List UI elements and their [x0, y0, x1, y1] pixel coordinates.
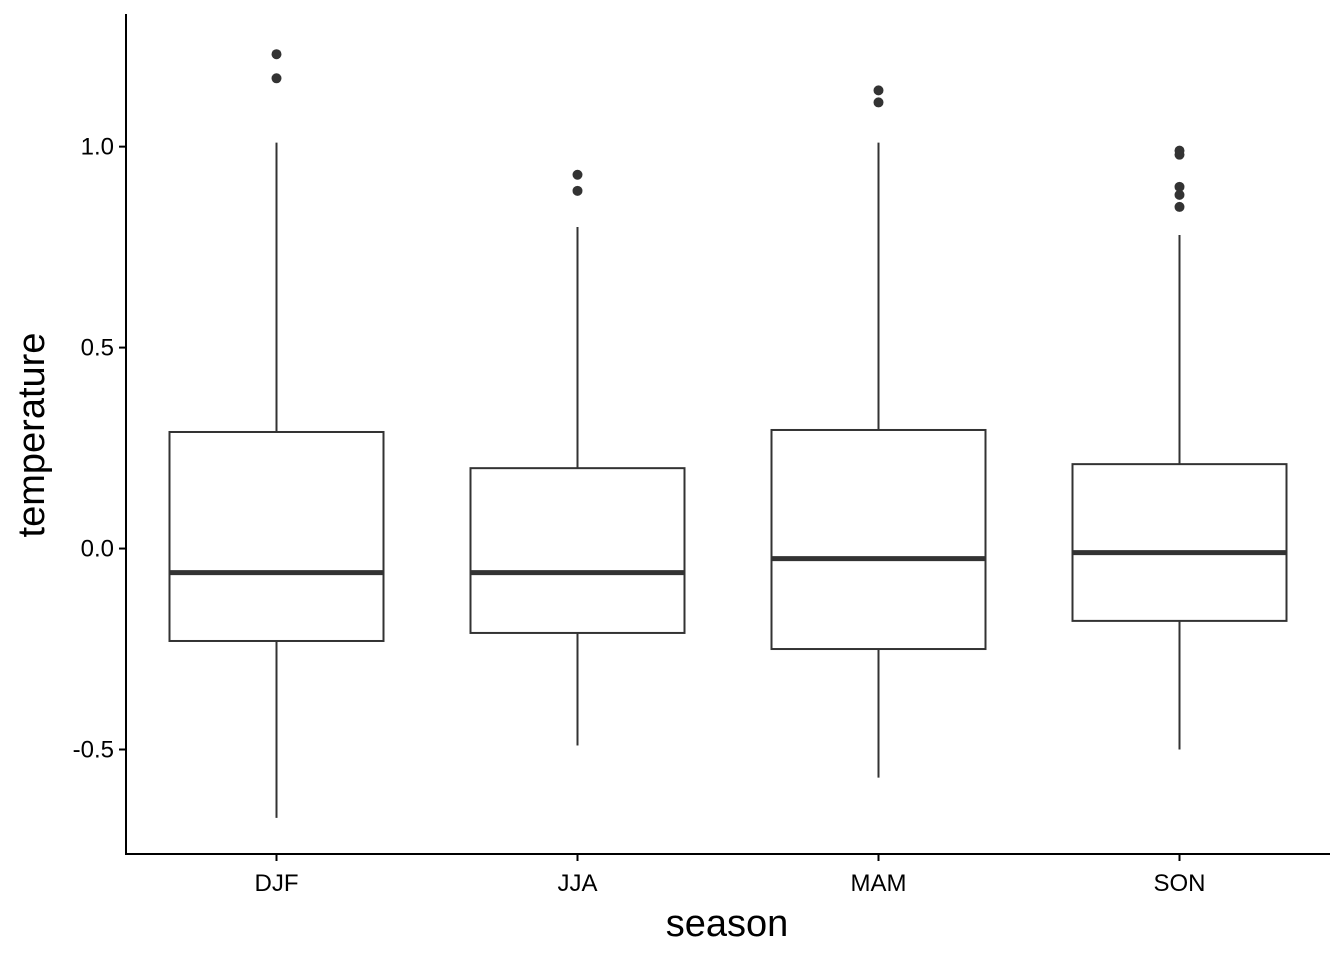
y-tick-label: -0.5: [73, 737, 114, 764]
y-tick-label: 0.0: [81, 536, 114, 563]
axes-layer: [125, 14, 1330, 855]
x-tick-label: JJA: [557, 870, 597, 897]
x-ticks: DJF JJA MAM SON: [255, 854, 1206, 897]
iqr-box: [469, 467, 686, 634]
box-jja: [469, 169, 686, 746]
outlier-point: [873, 97, 884, 108]
y-axis-title: temperature: [11, 333, 53, 538]
y-tick-label: 0.5: [81, 335, 114, 362]
x-tick-label: SON: [1153, 870, 1205, 897]
outlier-point: [271, 73, 282, 84]
box-djf: [168, 49, 385, 818]
outlier-point: [1174, 201, 1185, 212]
box-son: [1071, 145, 1288, 750]
outlier-point: [873, 85, 884, 96]
iqr-box: [168, 430, 385, 642]
y-ticks: -0.5 0.0 0.5 1.0: [73, 134, 126, 764]
y-tick-label: 1.0: [81, 134, 114, 161]
x-axis-title: season: [666, 903, 789, 945]
x-tick-label: DJF: [255, 870, 299, 897]
outlier-point: [572, 169, 583, 180]
iqr-box: [770, 428, 987, 651]
x-tick-label: MAM: [851, 870, 907, 897]
iqr-box: [1071, 463, 1288, 622]
outlier-point: [572, 185, 583, 196]
boxes-layer: [168, 49, 1288, 818]
outlier-point: [1174, 189, 1185, 200]
outlier-point: [1174, 181, 1185, 192]
outlier-point: [1174, 145, 1185, 156]
box-mam: [770, 85, 987, 778]
outlier-point: [271, 49, 282, 60]
